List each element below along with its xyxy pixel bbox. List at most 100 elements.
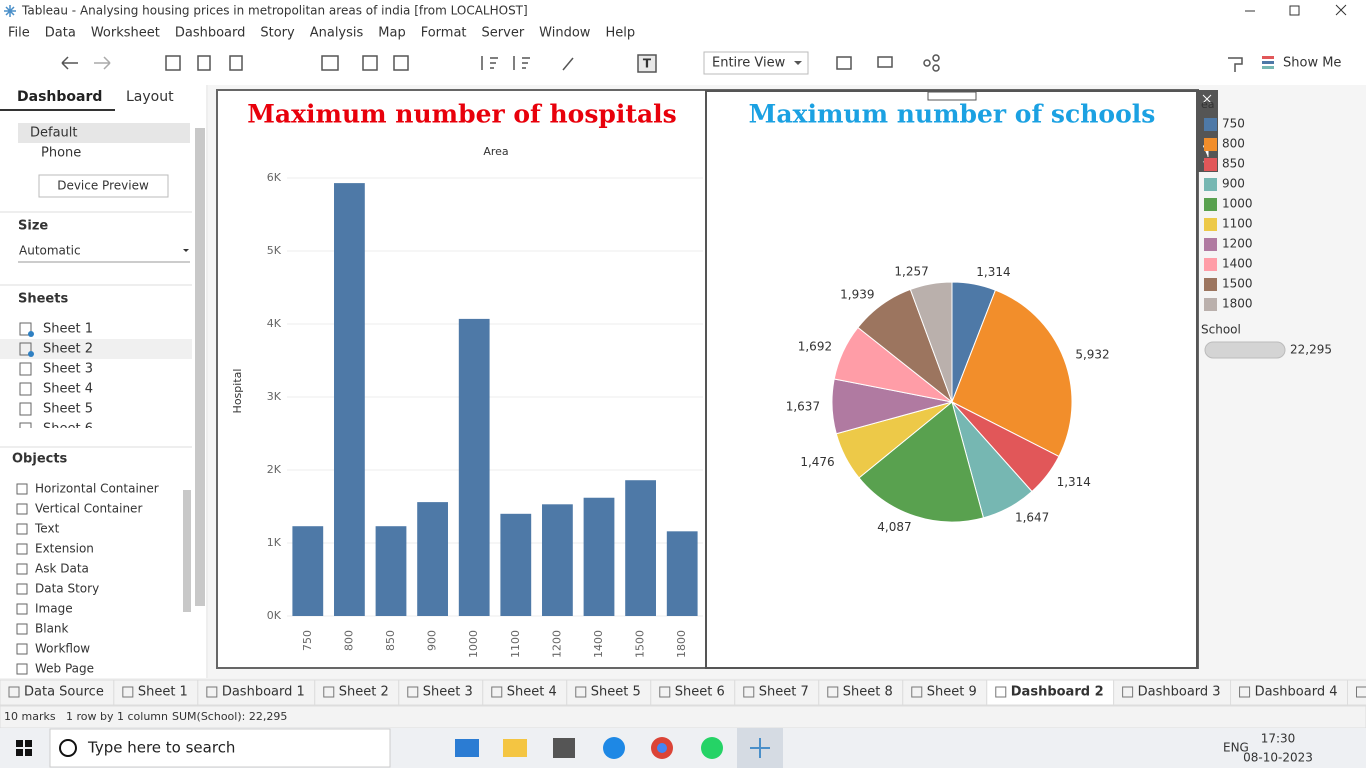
sheet-tab[interactable]: Sheet 4 — [507, 685, 557, 700]
menu-item[interactable]: Dashboard — [175, 26, 246, 41]
legend-item[interactable]: 1100 — [1222, 217, 1253, 231]
size-value[interactable]: Automatic — [19, 244, 81, 258]
sheet-tab-icon — [407, 686, 419, 698]
menu-item[interactable]: Server — [482, 26, 525, 41]
sheet-tab[interactable]: Sheet 3 — [423, 685, 473, 700]
device-preview-button[interactable] — [38, 174, 169, 198]
sheet-item[interactable]: Sheet 3 — [43, 362, 93, 377]
sheet-tab[interactable]: Dashboard 1 — [222, 685, 305, 700]
sheet-item[interactable]: Sheet 2 — [43, 342, 93, 357]
sheet-list: Sheet 1 Sheet 2 Sheet 3 Sheet 4 Sheet 5 Sheet… — [19, 322, 93, 437]
legend-swatch — [1204, 238, 1217, 251]
sheet-item[interactable]: Sheet 1 — [43, 322, 93, 337]
x-tick-label: 1200 — [550, 630, 563, 658]
legend-item[interactable]: 750 — [1222, 117, 1245, 131]
menu-item[interactable]: Help — [605, 26, 635, 41]
object-item[interactable]: Workflow — [35, 642, 90, 656]
sheet-tab-bg — [986, 679, 1115, 706]
sheet-tab-bg — [650, 679, 736, 706]
menu-item[interactable]: Map — [378, 26, 405, 41]
start-button[interactable] — [16, 740, 32, 756]
menu-item[interactable]: Story — [260, 26, 295, 41]
menu-item[interactable]: Format — [421, 26, 467, 41]
x-tick-label: 750 — [301, 630, 314, 651]
legend-swatch — [1204, 198, 1217, 211]
menu-item[interactable]: Data — [45, 26, 76, 41]
taskbar-apps[interactable] — [455, 728, 783, 768]
sheet-item[interactable]: Sheet 5 — [43, 402, 93, 417]
sheet-tab[interactable]: Dashboard 4 — [1255, 685, 1338, 700]
panel-tab[interactable]: Layout — [126, 89, 174, 105]
legend-item[interactable]: 1000 — [1222, 197, 1253, 211]
data-label: 1,257 — [894, 265, 928, 279]
sheet-tab[interactable]: Dashboard 2 — [1011, 685, 1104, 700]
bar — [500, 513, 532, 616]
legend-item[interactable]: 850 — [1222, 157, 1245, 171]
status-item: SUM(School): 22,295 — [172, 710, 287, 723]
data-label: 1,476 — [800, 455, 834, 469]
sheet-tab[interactable]: Sheet 9 — [927, 685, 977, 700]
app-icon — [4, 5, 16, 17]
search-box[interactable] — [49, 728, 391, 768]
legend-item[interactable]: 900 — [1222, 177, 1245, 191]
object-item[interactable]: Web Page — [35, 662, 94, 676]
object-item[interactable]: Ask Data — [35, 562, 89, 576]
menu-item[interactable]: Worksheet — [91, 26, 160, 41]
x-tick-label: 1000 — [467, 630, 480, 658]
object-item[interactable]: Data Story — [35, 582, 99, 596]
x-tick-label: 900 — [426, 630, 439, 651]
sheet-tab-bg — [566, 679, 652, 706]
legend-item[interactable]: 1500 — [1222, 277, 1253, 291]
search-icon — [59, 739, 77, 757]
object-item[interactable]: Blank — [35, 622, 69, 636]
sheet-tab[interactable]: Sheet 5 — [591, 685, 641, 700]
object-item[interactable]: Extension — [35, 542, 94, 556]
sheet-tab[interactable]: Data Source — [24, 685, 104, 700]
menu-item[interactable]: Analysis — [310, 26, 364, 41]
sheet-icon — [19, 422, 32, 428]
panel-tab[interactable]: Dashboard — [17, 89, 102, 105]
bar — [292, 526, 324, 616]
legend-item[interactable]: 1200 — [1222, 237, 1253, 251]
menu-item[interactable]: File — [8, 26, 30, 41]
y-tick-label: 0K — [267, 609, 282, 622]
move-handle[interactable] — [927, 91, 977, 101]
sheet-tab-icon — [827, 686, 839, 698]
sheet-tab-icon — [995, 686, 1007, 698]
menu-item[interactable]: Window — [539, 26, 591, 41]
sheet-tab[interactable]: Sheet 7 — [759, 685, 809, 700]
sheet-tab[interactable]: Sheet 2 — [339, 685, 389, 700]
sheet-tab-bg — [902, 679, 988, 706]
object-item[interactable]: Image — [35, 602, 73, 616]
object-item[interactable]: Horizontal Container — [35, 482, 159, 496]
data-label: 1,647 — [1015, 511, 1049, 525]
sheet-tab[interactable]: Sheet 8 — [843, 685, 893, 700]
bar — [625, 480, 656, 616]
object-item[interactable]: Text — [34, 522, 60, 536]
sheet-item[interactable]: Sheet 6 — [43, 422, 93, 437]
fit-dropdown[interactable] — [703, 51, 809, 75]
bar — [334, 183, 365, 617]
sheet-item[interactable]: Sheet 4 — [43, 382, 93, 397]
sheet-tab[interactable]: Dashboard 3 — [1138, 685, 1221, 700]
legend-item[interactable]: 1800 — [1222, 297, 1253, 311]
objects-scrollbar[interactable] — [183, 490, 191, 612]
object-item[interactable]: Vertical Container — [35, 502, 142, 516]
device[interactable]: Default — [30, 126, 78, 141]
object-icon — [16, 503, 28, 515]
y-tick-label: 3K — [267, 390, 282, 403]
sheet-tab[interactable]: Sheet 6 — [675, 685, 725, 700]
device[interactable]: Phone — [41, 146, 81, 161]
sheet-tab[interactable]: Sheet 1 — [138, 685, 188, 700]
legend-title: School — [1201, 323, 1241, 337]
sheet-icon — [19, 402, 32, 416]
y-tick-label: 2K — [267, 463, 282, 476]
legend-item[interactable]: 1400 — [1222, 257, 1253, 271]
show-me[interactable]: Show Me — [1283, 56, 1341, 71]
restore[interactable] — [1289, 5, 1300, 16]
sheet-tab-icon — [743, 686, 755, 698]
close[interactable] — [1335, 4, 1347, 16]
language: ENG — [1223, 741, 1249, 755]
legend-item[interactable]: 800 — [1222, 137, 1245, 151]
panel-scrollbar[interactable] — [195, 128, 205, 606]
